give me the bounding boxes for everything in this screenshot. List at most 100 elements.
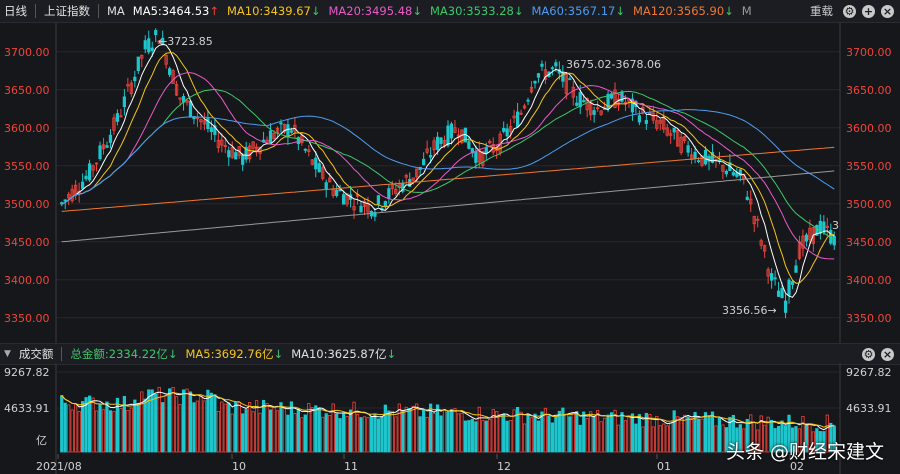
- candle-body: [543, 69, 548, 80]
- toolbar-right: 重载 ⚙ + ×: [810, 0, 894, 22]
- candle-body: [108, 134, 113, 143]
- ma-legend-item[interactable]: MA30:3533.28↓: [426, 4, 528, 18]
- volume-bar: [122, 395, 126, 453]
- volume-bar: [825, 414, 829, 453]
- ma-legend-item[interactable]: MA60:3567.17↓: [527, 4, 629, 18]
- volume-chart[interactable]: 9267.82 9267.82 4633.91 4633.91 亿 2021/08 10 11…: [0, 364, 900, 474]
- price-chart[interactable]: 3700.00 3700.00 3650.00 3650.00 3600.00 3600.…: [0, 23, 900, 343]
- candle-body: [178, 97, 182, 100]
- candle-body: [613, 89, 617, 108]
- plus-icon[interactable]: +: [862, 4, 875, 18]
- candle-body: [432, 140, 436, 151]
- volume-bar: [648, 414, 652, 453]
- close-icon[interactable]: ×: [881, 4, 894, 18]
- candle-body: [745, 196, 749, 200]
- candle-body: [763, 245, 767, 252]
- volume-bar: [248, 402, 252, 453]
- volume-bar: [529, 417, 534, 453]
- index-name[interactable]: 上证指数: [44, 4, 90, 18]
- volume-bar: [589, 411, 593, 453]
- ma-legend-value: MA60:3567.17: [531, 4, 616, 18]
- volume-bar: [411, 405, 415, 453]
- volume-bar: [442, 409, 447, 453]
- y-tick-right: 3650.00: [846, 84, 892, 97]
- volume-bar: [683, 414, 687, 453]
- volume-bar: [502, 413, 506, 453]
- volume-bar: [815, 428, 819, 453]
- x-tick: 02: [790, 460, 804, 473]
- volume-bar: [265, 403, 269, 453]
- volume-toolbar: ▼ 成交额 总金额:2334.22亿↓ MA5:3692.76亿↓ MA10:3…: [0, 343, 900, 365]
- volume-bar: [456, 413, 461, 453]
- candle-body: [387, 188, 391, 200]
- volume-bar: [669, 422, 673, 453]
- candle-body: [248, 145, 252, 160]
- candle-body: [707, 155, 711, 162]
- down-arrow-icon: ↓: [310, 4, 321, 18]
- volume-bar: [620, 412, 624, 453]
- volume-bar: [216, 410, 220, 453]
- volume-bar: [498, 414, 502, 453]
- ma-legend-item[interactable]: MA120:3565.90↓: [629, 4, 738, 18]
- volume-bar: [477, 406, 481, 453]
- candle-body: [815, 224, 819, 236]
- volume-bar: [303, 414, 307, 453]
- y-tick-left: 3450.00: [4, 236, 50, 249]
- ma-legend-value: M: [741, 4, 752, 18]
- period-label[interactable]: 日线: [4, 4, 27, 18]
- candle-body: [488, 140, 492, 144]
- volume-bar: [578, 424, 582, 453]
- candle-body: [234, 152, 238, 160]
- volume-bar: [338, 418, 342, 453]
- annotation-mid: 3675.02-3678.06: [566, 58, 661, 71]
- candle-body: [564, 73, 568, 94]
- volume-bar: [696, 418, 701, 453]
- volume-bar: [794, 426, 798, 453]
- volume-bar: [178, 404, 182, 453]
- ma-legend-item[interactable]: M: [738, 4, 756, 18]
- candle-body: [328, 177, 332, 183]
- ma-legend-item[interactable]: MA20:3495.48↓: [324, 4, 426, 18]
- candle-body: [411, 177, 415, 181]
- volume-bar: [105, 401, 109, 453]
- y-tick-left: 3650.00: [4, 84, 50, 97]
- ma-label[interactable]: MA: [107, 4, 125, 18]
- candle-body: [749, 198, 753, 205]
- volume-bar: [241, 413, 245, 453]
- candle-body: [561, 71, 565, 82]
- candle-body: [122, 96, 126, 108]
- volume-ma-line: [61, 392, 835, 428]
- candle-body: [790, 281, 795, 285]
- candle-body: [540, 63, 544, 67]
- ma-line: [61, 88, 835, 241]
- volume-bar: [286, 414, 290, 453]
- volume-bar: [202, 400, 207, 453]
- volume-bar: [376, 418, 381, 453]
- candle-body: [752, 216, 756, 225]
- volume-bar: [359, 417, 363, 453]
- candle-body: [94, 162, 99, 165]
- candle-body: [167, 68, 172, 75]
- volume-label[interactable]: 成交额: [18, 347, 54, 361]
- candle-body: [341, 194, 346, 205]
- candle-body: [282, 123, 287, 133]
- ma-legend-item[interactable]: MA5:3464.53↑: [129, 4, 223, 18]
- ma-line: [61, 170, 835, 243]
- volume-bar: [167, 388, 172, 453]
- volume-bar: [613, 409, 617, 453]
- candle-body: [376, 195, 381, 205]
- volume-bar: [136, 403, 140, 453]
- volume-bar: [369, 416, 374, 453]
- settings-icon[interactable]: ⚙: [843, 4, 856, 18]
- overlay-button[interactable]: 重载: [810, 4, 833, 18]
- watermark: 头条 @财经宋建文: [725, 441, 884, 463]
- volume-bar: [174, 396, 179, 453]
- ma-legend-item[interactable]: MA10:3439.67↓: [223, 4, 325, 18]
- volume-bar: [321, 416, 325, 453]
- close-icon[interactable]: ×: [881, 347, 894, 361]
- collapse-icon[interactable]: ▼: [4, 349, 11, 359]
- settings-icon[interactable]: ⚙: [862, 347, 875, 361]
- candle-body: [724, 170, 729, 175]
- candle-body: [571, 86, 575, 98]
- y-tick-right: 3400.00: [846, 274, 892, 287]
